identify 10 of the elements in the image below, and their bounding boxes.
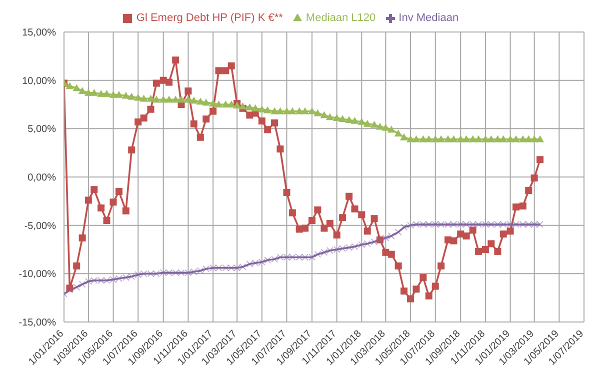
y-tick-label: -5,00% <box>24 220 56 232</box>
legend-label: Inv Mediaan <box>398 12 459 24</box>
legend-label: Gl Emerg Debt HP (PIF) K €** <box>136 12 283 24</box>
y-tick-label: 15,00% <box>22 28 56 39</box>
legend-label: Mediaan L120 <box>306 12 376 24</box>
y-tick-label: -10,00% <box>18 269 56 280</box>
y-tick-label: 0,00% <box>28 172 56 184</box>
y-tick-label: 5,00% <box>28 124 56 136</box>
y-tick-label: 10,00% <box>22 76 56 87</box>
y-tick-label: -15,00% <box>18 318 56 329</box>
